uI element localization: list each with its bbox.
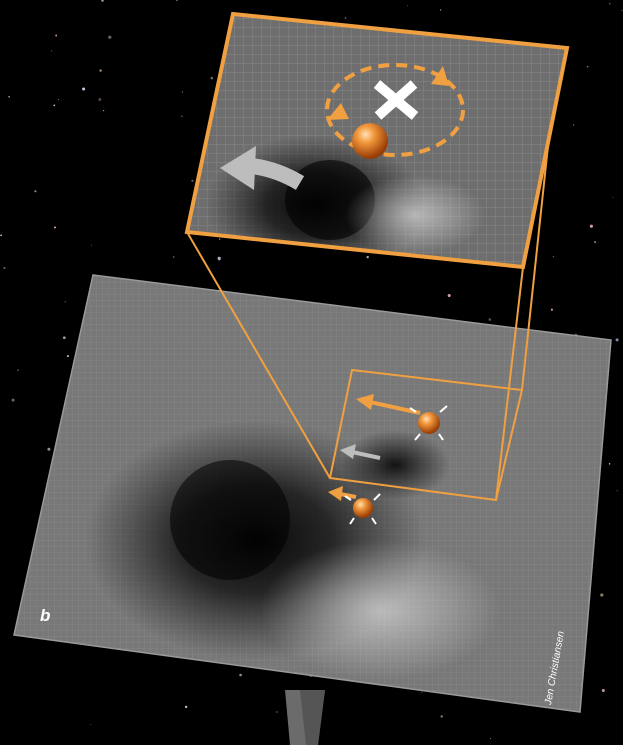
star <box>490 737 492 740</box>
drift-arrow-gray <box>340 444 381 460</box>
star <box>102 109 105 112</box>
orbit-center-cross-icon <box>373 80 419 120</box>
star <box>181 115 183 117</box>
star <box>594 241 597 244</box>
star <box>91 244 93 246</box>
star <box>601 688 605 693</box>
secondary-dip <box>340 430 450 500</box>
well-light-rim <box>260 540 500 680</box>
star <box>58 99 59 101</box>
star <box>217 256 221 261</box>
star <box>276 711 278 713</box>
star <box>99 69 102 72</box>
star <box>616 490 618 492</box>
star <box>407 5 409 7</box>
zoom-frame <box>186 79 556 502</box>
star <box>609 3 611 5</box>
star <box>447 293 451 298</box>
star <box>50 50 53 52</box>
star <box>589 224 593 228</box>
orbit-arrow-lower <box>328 486 357 501</box>
inset-orbiting-body <box>352 123 388 159</box>
star <box>90 723 92 726</box>
star <box>210 76 214 80</box>
star <box>552 255 555 258</box>
star <box>82 87 86 91</box>
star <box>572 124 575 126</box>
star <box>175 0 178 1</box>
star <box>0 234 2 237</box>
support-post <box>285 690 325 745</box>
star <box>600 593 604 597</box>
star <box>440 715 443 718</box>
star <box>439 9 442 11</box>
star <box>47 447 51 451</box>
star <box>608 463 611 465</box>
orbiting-body-upper <box>409 405 448 441</box>
star <box>344 17 347 19</box>
star <box>615 338 619 342</box>
star <box>17 369 19 372</box>
star <box>98 98 102 101</box>
star <box>53 104 56 107</box>
star <box>621 10 623 12</box>
star <box>62 336 66 340</box>
inset-orbit-path <box>325 63 465 157</box>
orbiting-body-lower <box>344 493 381 525</box>
star <box>64 301 66 303</box>
star <box>218 260 220 262</box>
star <box>488 318 492 321</box>
star <box>421 691 423 694</box>
star <box>191 179 194 182</box>
panel-label: b <box>40 606 51 625</box>
star <box>108 35 112 39</box>
star <box>219 238 221 240</box>
star <box>366 255 369 259</box>
star <box>586 65 589 68</box>
star <box>181 91 184 93</box>
star <box>173 256 175 258</box>
inset-light-rim <box>345 175 485 255</box>
inset-drift-arrow <box>220 146 305 190</box>
spacetime-sheet <box>13 274 612 713</box>
star <box>239 673 242 677</box>
star <box>8 95 10 98</box>
star <box>66 355 69 358</box>
star <box>3 266 6 270</box>
star <box>550 308 553 311</box>
star <box>101 0 104 2</box>
star <box>54 226 56 229</box>
star <box>11 398 15 402</box>
orbit-arrow-upper <box>356 394 421 415</box>
star <box>34 190 37 193</box>
star <box>612 196 614 198</box>
star <box>55 34 58 37</box>
star <box>184 705 188 709</box>
